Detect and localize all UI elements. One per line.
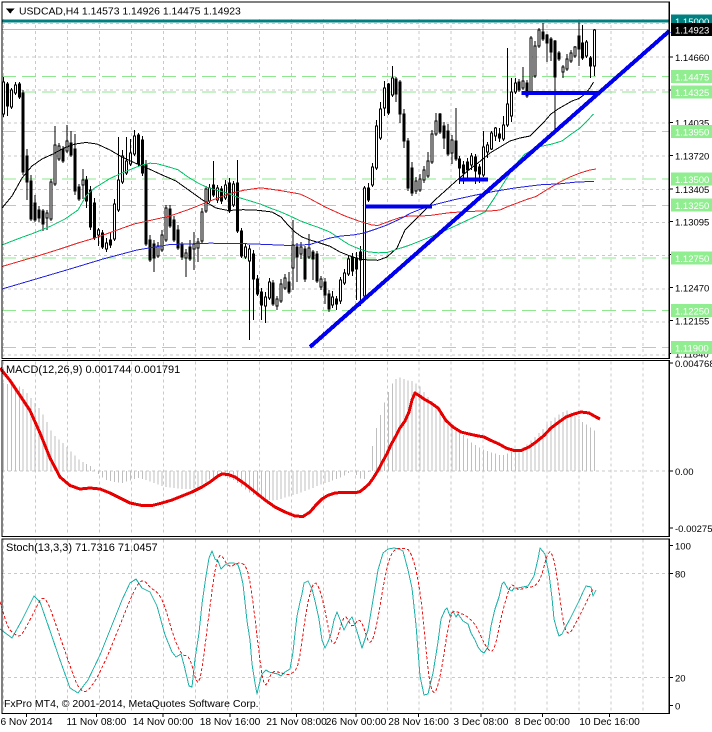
svg-text:20: 20 xyxy=(675,674,686,685)
svg-text:28 Nov 16:00: 28 Nov 16:00 xyxy=(388,717,449,728)
svg-text:1.13950: 1.13950 xyxy=(675,128,709,139)
svg-text:1.13250: 1.13250 xyxy=(675,201,709,212)
svg-text:1.11900: 1.11900 xyxy=(675,343,709,354)
svg-text:1.13405: 1.13405 xyxy=(675,185,709,196)
svg-text:1.12470: 1.12470 xyxy=(675,283,709,294)
svg-text:1.14660: 1.14660 xyxy=(675,53,709,64)
svg-text:1.12155: 1.12155 xyxy=(675,317,709,328)
svg-text:1.13095: 1.13095 xyxy=(675,218,709,229)
svg-text:1.14475: 1.14475 xyxy=(675,72,709,83)
svg-text:14 Nov 00:00: 14 Nov 00:00 xyxy=(133,717,194,728)
svg-text:-0.002754: -0.002754 xyxy=(675,524,712,535)
svg-text:1.12750: 1.12750 xyxy=(675,254,709,265)
svg-text:FxPro MT4, © 2001-2014, MetaQu: FxPro MT4, © 2001-2014, MetaQuotes Softw… xyxy=(4,698,259,710)
svg-text:1.14923: 1.14923 xyxy=(675,26,709,37)
svg-text:80: 80 xyxy=(675,570,686,581)
svg-text:1.15000: 1.15000 xyxy=(675,17,709,28)
svg-text:18 Nov 16:00: 18 Nov 16:00 xyxy=(200,717,261,728)
svg-text:0: 0 xyxy=(675,702,680,713)
svg-text:0.004768: 0.004768 xyxy=(675,359,712,370)
svg-text:USDCAD,H4 1.14573 1.14926 1.1: USDCAD,H4 1.14573 1.14926 1.14475 1.1492… xyxy=(19,7,241,18)
svg-text:1.13500: 1.13500 xyxy=(675,175,709,186)
svg-text:3 Dec 08:00: 3 Dec 08:00 xyxy=(453,717,508,728)
svg-text:MACD(12,26,9) 0.001744 0.00179: MACD(12,26,9) 0.001744 0.001791 xyxy=(6,364,180,376)
svg-text:1.14035: 1.14035 xyxy=(675,119,709,130)
svg-text:11 Nov 08:00: 11 Nov 08:00 xyxy=(66,717,126,728)
svg-text:21 Nov 08:00: 21 Nov 08:00 xyxy=(266,717,327,728)
svg-text:1.11840: 1.11840 xyxy=(675,350,709,361)
svg-text:26 Nov 00:00: 26 Nov 00:00 xyxy=(326,717,387,728)
svg-text:8 Dec 00:00: 8 Dec 00:00 xyxy=(515,717,570,728)
svg-text:0.00: 0.00 xyxy=(675,467,694,478)
svg-text:1.12250: 1.12250 xyxy=(675,307,709,318)
svg-text:100: 100 xyxy=(675,542,691,553)
svg-text:1.13720: 1.13720 xyxy=(675,152,709,163)
svg-text:10 Dec 16:00: 10 Dec 16:00 xyxy=(579,717,640,728)
svg-text:1.14325: 1.14325 xyxy=(675,88,709,99)
svg-text:6 Nov 2014: 6 Nov 2014 xyxy=(0,717,52,728)
svg-text:Stoch(13,3,3) 71.7316 71.0457: Stoch(13,3,3) 71.7316 71.0457 xyxy=(6,542,158,554)
